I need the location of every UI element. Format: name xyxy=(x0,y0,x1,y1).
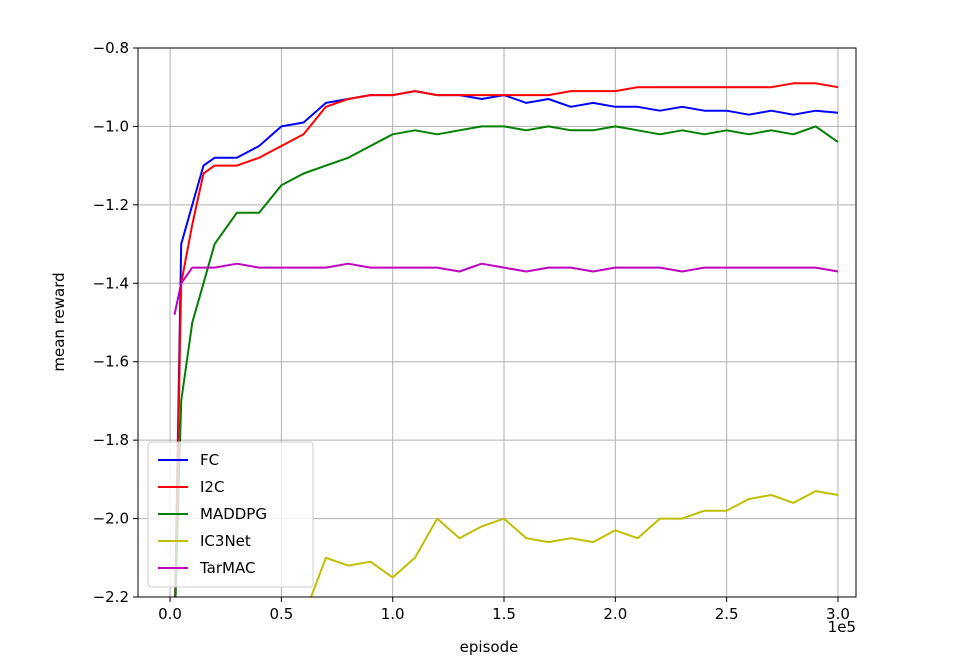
series-line xyxy=(309,490,839,597)
y-tick-label: −1.8 xyxy=(93,431,129,449)
legend-label: IC3Net xyxy=(200,532,251,550)
y-tick-label: −2.0 xyxy=(93,510,129,528)
plot-frame xyxy=(137,47,857,598)
y-tick-label: −0.8 xyxy=(93,39,129,57)
x-tick-label: 3.0 xyxy=(826,605,850,623)
series-line xyxy=(174,90,839,597)
y-tick-label: −1.6 xyxy=(93,353,129,371)
series-line xyxy=(173,262,839,315)
y-tick-label: −1.2 xyxy=(93,196,129,214)
legend-label: MADDPG xyxy=(200,505,267,523)
y-axis-label: mean reward xyxy=(50,272,68,371)
x-tick-label: 2.0 xyxy=(603,605,627,623)
x-tick-label: 2.5 xyxy=(715,605,739,623)
y-tick-label: −2.2 xyxy=(93,588,129,606)
legend-label: TarMAC xyxy=(199,559,255,577)
legend-label: I2C xyxy=(200,478,224,496)
plot-lines xyxy=(173,82,839,597)
x-tick-label: 0.0 xyxy=(158,605,182,623)
series-line xyxy=(174,82,839,597)
x-axis-label: episode xyxy=(460,638,519,656)
x-tick-label: 1.5 xyxy=(492,605,516,623)
series-line xyxy=(174,125,839,597)
y-tick-label: −1.4 xyxy=(93,274,129,292)
x-tick-label: 1.0 xyxy=(381,605,405,623)
x-tick-label: 0.5 xyxy=(269,605,293,623)
x-offset-label: 1e5 xyxy=(828,618,856,636)
legend-box xyxy=(147,441,314,588)
y-tick-label: −1.0 xyxy=(93,117,129,135)
legend-label: FC xyxy=(200,451,219,469)
